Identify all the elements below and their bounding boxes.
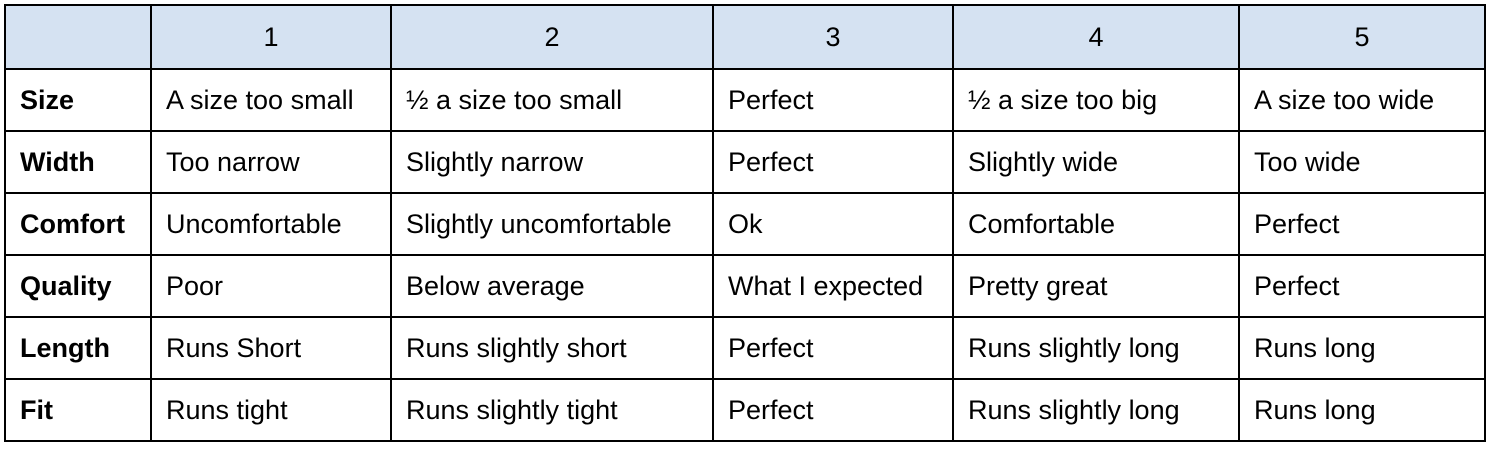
table-row: Width Too narrow Slightly narrow Perfect…	[4, 130, 1486, 194]
table-cell: Perfect	[712, 378, 954, 442]
row-label-length: Length	[4, 316, 152, 380]
header-corner-cell	[4, 4, 152, 70]
table-cell: Runs tight	[150, 378, 392, 442]
table-cell: Comfortable	[952, 192, 1240, 256]
table-cell: Runs slightly long	[952, 378, 1240, 442]
table-cell: A size too wide	[1238, 68, 1486, 132]
table-cell: A size too small	[150, 68, 392, 132]
table-row: Comfort Uncomfortable Slightly uncomfort…	[4, 192, 1486, 256]
header-cell-3: 3	[712, 4, 954, 70]
table-cell: ½ a size too small	[390, 68, 714, 132]
table-cell: Perfect	[712, 130, 954, 194]
header-cell-4: 4	[952, 4, 1240, 70]
table-row: Quality Poor Below average What I expect…	[4, 254, 1486, 318]
table-cell: Slightly uncomfortable	[390, 192, 714, 256]
table-cell: Slightly narrow	[390, 130, 714, 194]
table-cell: Perfect	[1238, 192, 1486, 256]
table-cell: Runs long	[1238, 316, 1486, 380]
header-row: 1 2 3 4 5	[4, 4, 1486, 70]
table-row: Fit Runs tight Runs slightly tight Perfe…	[4, 378, 1486, 442]
table-cell: Ok	[712, 192, 954, 256]
header-cell-1: 1	[150, 4, 392, 70]
table-cell: Below average	[390, 254, 714, 318]
header-cell-5: 5	[1238, 4, 1486, 70]
row-label-size: Size	[4, 68, 152, 132]
table-cell: Poor	[150, 254, 392, 318]
table-cell: Runs slightly tight	[390, 378, 714, 442]
row-label-quality: Quality	[4, 254, 152, 318]
row-label-width: Width	[4, 130, 152, 194]
table-cell: Perfect	[712, 68, 954, 132]
table-cell: ½ a size too big	[952, 68, 1240, 132]
table-cell: Runs long	[1238, 378, 1486, 442]
table-cell: Runs slightly long	[952, 316, 1240, 380]
table-cell: Runs Short	[150, 316, 392, 380]
table-row: Size A size too small ½ a size too small…	[4, 68, 1486, 132]
rating-scale-table: 1 2 3 4 5 Size A size too small ½ a size…	[4, 4, 1486, 442]
table-cell: Too narrow	[150, 130, 392, 194]
table-cell: Too wide	[1238, 130, 1486, 194]
table-cell: Runs slightly short	[390, 316, 714, 380]
table-cell: Perfect	[712, 316, 954, 380]
row-label-comfort: Comfort	[4, 192, 152, 256]
table-cell: Uncomfortable	[150, 192, 392, 256]
table-cell: Pretty great	[952, 254, 1240, 318]
table-cell: Slightly wide	[952, 130, 1240, 194]
header-cell-2: 2	[390, 4, 714, 70]
table-row: Length Runs Short Runs slightly short Pe…	[4, 316, 1486, 380]
row-label-fit: Fit	[4, 378, 152, 442]
table-cell: What I expected	[712, 254, 954, 318]
table-cell: Perfect	[1238, 254, 1486, 318]
